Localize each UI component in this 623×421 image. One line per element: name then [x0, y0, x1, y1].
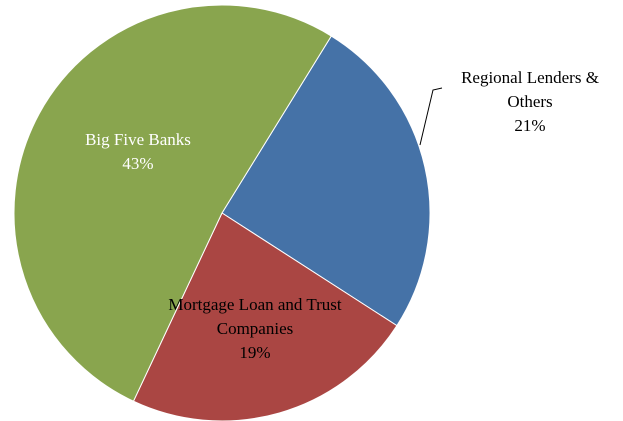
leader-line	[419, 87, 443, 146]
slice-label: Big Five Banks 43%	[48, 128, 228, 176]
value-label: 21%	[514, 116, 546, 135]
pie-slice	[132, 212, 398, 421]
pie-slice	[13, 4, 332, 402]
pie-slice	[221, 35, 431, 327]
value-label: 43%	[122, 154, 154, 173]
category-label: Regional Lenders & Others	[461, 68, 599, 111]
slice-label: Mortgage Loan and Trust Companies 19%	[140, 293, 370, 365]
slice-label: Regional Lenders & Others 21%	[440, 66, 620, 138]
category-label: Big Five Banks	[85, 130, 191, 149]
category-label: Mortgage Loan and Trust Companies	[168, 295, 342, 338]
value-label: 19%	[239, 343, 271, 362]
